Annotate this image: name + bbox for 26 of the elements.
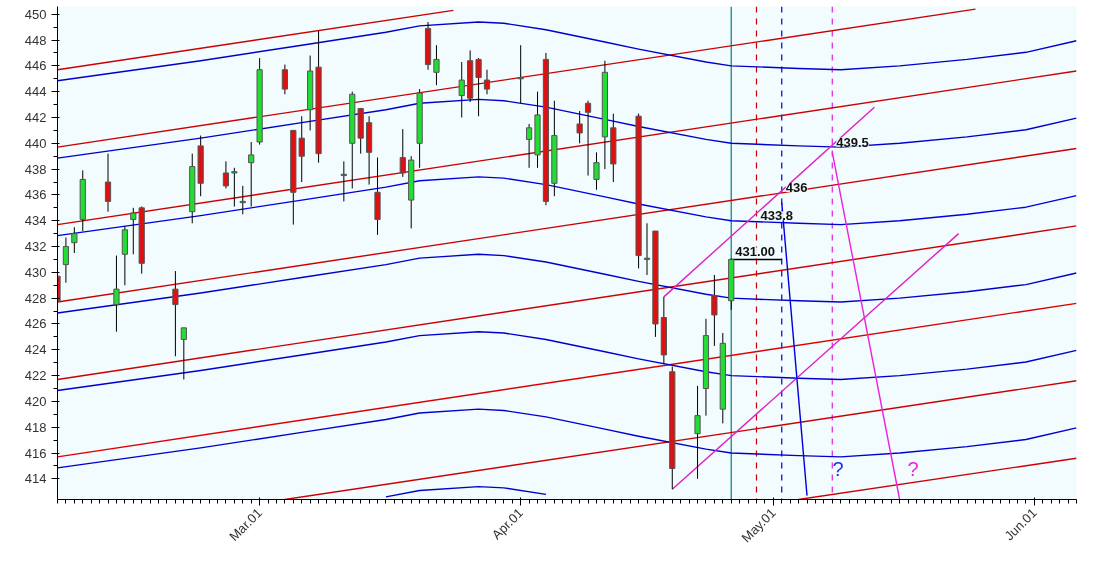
y-tick-label: 432 (24, 239, 47, 255)
y-tick-label: 414 (24, 471, 47, 487)
annotation: 436 (785, 179, 808, 195)
y-tick-label: 428 (24, 290, 47, 306)
y-tick-label: 434 (24, 213, 47, 229)
y-tick-label: 438 (24, 161, 47, 177)
y-tick-label: 420 (24, 393, 47, 409)
y-tick-label: 422 (24, 368, 47, 384)
y-tick-label: 448 (24, 32, 47, 48)
y-tick-label: 442 (24, 109, 47, 125)
y-tick-label: 416 (24, 445, 47, 461)
y-tick-label: 418 (24, 419, 47, 435)
line-series (385, 485, 547, 498)
y-tick-label: 450 (24, 6, 47, 22)
annotation: 431.00 (735, 244, 775, 260)
y-tick-label: 446 (24, 58, 47, 74)
annotation: 433.8 (760, 208, 794, 224)
y-tick-label: 436 (24, 187, 47, 203)
annotation: 439.5 (836, 134, 869, 150)
annotation: ? (907, 457, 919, 480)
y-tick-label: 430 (24, 264, 47, 280)
y-tick-label: 424 (24, 342, 47, 358)
y-tick-label: 440 (24, 135, 47, 151)
y-tick-label: 426 (24, 316, 47, 332)
y-tick-label: 444 (24, 84, 47, 100)
annotation: ? (832, 457, 844, 480)
